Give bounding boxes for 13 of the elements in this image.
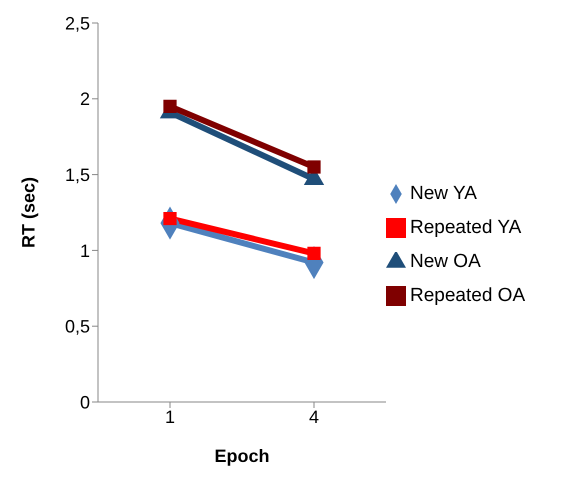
y-tick-label: 1: [80, 240, 90, 261]
legend-label: Repeated YA: [410, 217, 522, 238]
x-axis-title: Epoch: [214, 446, 270, 466]
y-tick-label: 0,5: [64, 316, 90, 337]
y-tick-label: 0: [80, 392, 90, 412]
y-axis-title: RT (sec): [18, 176, 38, 248]
x-tick-label: 4: [308, 406, 320, 427]
legend-label: Repeated OA: [410, 285, 526, 306]
legend-label: New YA: [410, 183, 477, 204]
legend-label: New OA: [410, 251, 481, 272]
y-tick-label: 2: [80, 89, 90, 110]
y-tick-label: 1,5: [64, 164, 90, 185]
y-tick-label: 2,5: [64, 13, 90, 34]
